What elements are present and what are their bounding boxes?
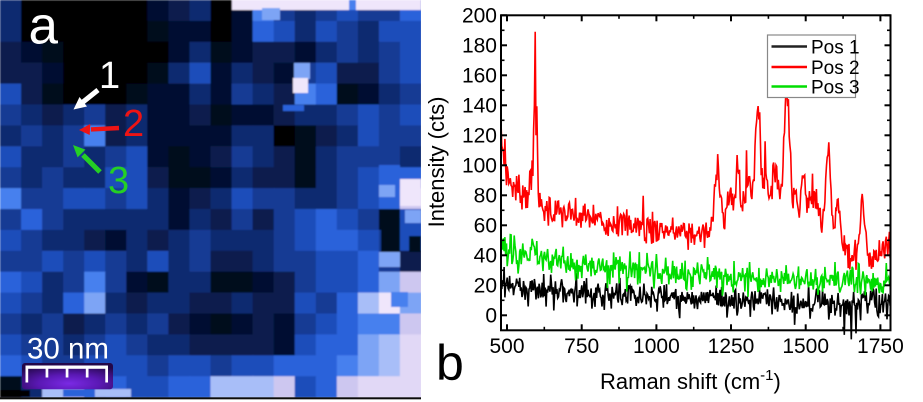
- svg-text:60: 60: [474, 215, 497, 238]
- svg-text:180: 180: [462, 35, 497, 58]
- svg-text:100: 100: [462, 155, 497, 178]
- svg-text:Raman shift (cm-1): Raman shift (cm-1): [600, 367, 781, 394]
- svg-text:Intensity (cts): Intensity (cts): [424, 97, 449, 228]
- svg-text:1750: 1750: [857, 335, 904, 358]
- svg-text:Pos 3: Pos 3: [811, 78, 860, 99]
- svg-text:500: 500: [489, 335, 524, 358]
- svg-text:200: 200: [462, 5, 497, 28]
- svg-text:30 nm: 30 nm: [27, 333, 109, 366]
- svg-text:1: 1: [99, 55, 120, 97]
- svg-text:1500: 1500: [782, 335, 829, 358]
- svg-text:750: 750: [564, 335, 599, 358]
- svg-text:2: 2: [123, 103, 144, 145]
- svg-text:160: 160: [462, 65, 497, 88]
- svg-text:3: 3: [108, 160, 129, 202]
- svg-text:40: 40: [474, 245, 497, 268]
- svg-text:1250: 1250: [708, 335, 755, 358]
- svg-text:a: a: [29, 0, 59, 56]
- svg-text:b: b: [436, 335, 464, 391]
- svg-text:80: 80: [474, 185, 497, 208]
- svg-text:Pos 1: Pos 1: [811, 38, 860, 59]
- svg-text:1000: 1000: [633, 335, 680, 358]
- svg-text:140: 140: [462, 95, 497, 118]
- svg-text:0: 0: [485, 305, 497, 328]
- svg-text:120: 120: [462, 125, 497, 148]
- svg-text:20: 20: [474, 275, 497, 298]
- svg-text:Pos 2: Pos 2: [811, 58, 860, 79]
